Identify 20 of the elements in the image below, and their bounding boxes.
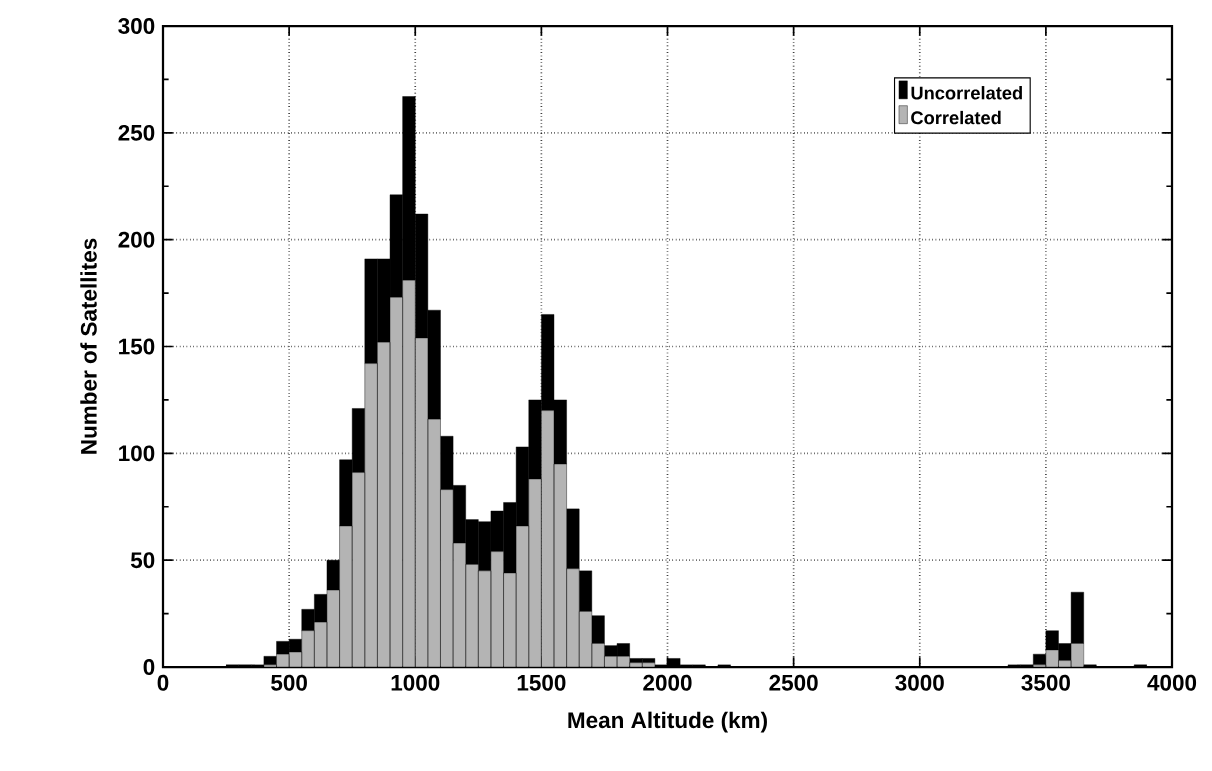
y-tick-label: 300 (118, 18, 155, 34)
y-tick-label: 150 (119, 338, 155, 355)
x-tick-label: 1000 (391, 674, 440, 691)
x-tick-label: 1500 (517, 674, 566, 691)
x-tick-label: 2500 (769, 674, 818, 691)
legend-label: Uncorrelated (911, 86, 1022, 100)
x-axis-title: Mean Altitude (km) (568, 711, 767, 733)
y-tick-label: 100 (119, 445, 155, 462)
x-tick-label: 3000 (895, 674, 944, 691)
x-tick-label: 4000 (1147, 674, 1197, 691)
y-tick-label: 200 (118, 231, 155, 248)
y-tick-label: 0 (143, 659, 155, 675)
legend-label: Correlated (911, 110, 1001, 125)
x-tick-label: 500 (271, 674, 307, 691)
x-tick-label: 0 (157, 674, 169, 691)
x-tick-label: 3500 (1021, 674, 1070, 691)
y-axis-title: Number of Satellites (80, 238, 97, 454)
y-tick-label: 50 (130, 552, 155, 569)
x-tick-label: 2000 (643, 674, 692, 691)
y-tick-label: 250 (118, 124, 155, 141)
